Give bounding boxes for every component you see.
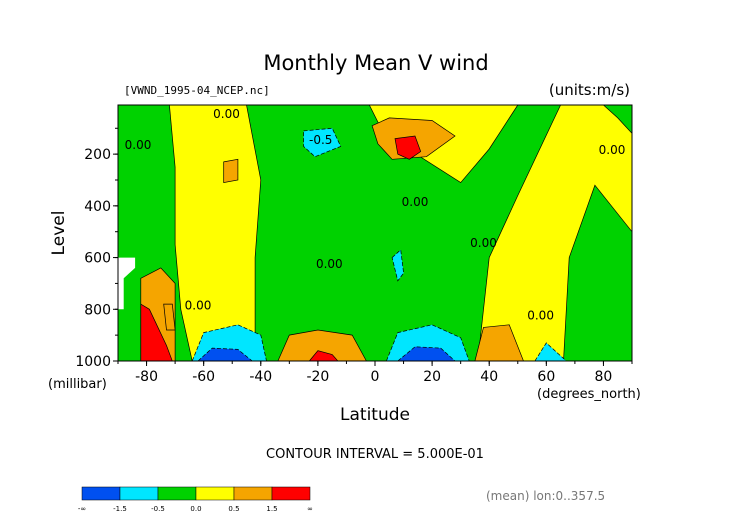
x-tick-label-7: 60	[537, 369, 555, 385]
legend-swatch-2	[157, 486, 197, 501]
legend-swatch-4	[233, 486, 273, 501]
x-axis-title: Latitude	[340, 405, 410, 425]
x-tick-label-1: -60	[192, 369, 215, 385]
x-tick-label-2: -40	[249, 369, 272, 385]
units-label: (units:m/s)	[549, 81, 630, 99]
contour-label-2: 0.00	[402, 195, 429, 209]
legend-swatch-3	[195, 486, 235, 501]
legend-tick-label-0: -∞	[78, 505, 86, 513]
legend-swatch-5	[271, 486, 311, 501]
color-legend: -∞ -1.5 -0.5 0.0 0.5 1.5 ∞	[78, 486, 313, 513]
contour-label-5: 0.00	[185, 298, 212, 312]
y-axis-title: Level	[49, 211, 69, 256]
contour-region-positive-12	[394, 135, 422, 160]
contour-labels: 0.00 0.00 0.00 0.00 0.00 0.00 0.00 0.00 -0.5	[125, 107, 626, 323]
contour-interval-note: CONTOUR INTERVAL = 5.000E-01	[266, 447, 484, 462]
legend-swatch-1	[119, 486, 159, 501]
x-tick-label-3: -20	[306, 369, 329, 385]
legend-swatch-0	[81, 486, 121, 501]
contour-fill-regions	[117, 104, 633, 362]
y-tick-label-3: 800	[84, 302, 111, 318]
mean-lon-note: (mean) lon:0..357.5	[486, 489, 605, 503]
legend-tick-label-6: ∞	[307, 505, 313, 513]
plot-area: 0.00 0.00 0.00 0.00 0.00 0.00 0.00 0.00 -0.5	[117, 104, 633, 362]
y-tick-label-0: 200	[84, 147, 111, 163]
contour-region-negative-4	[303, 127, 342, 158]
legend-tick-label-1: -1.5	[113, 505, 127, 513]
contour-region-missing-20	[118, 257, 136, 310]
chart-title: Monthly Mean V wind	[263, 51, 488, 75]
contour-label-4: 0.00	[470, 236, 497, 250]
y-tick-label-2: 600	[84, 251, 111, 267]
y-axis: 200 400 600 800 1000	[75, 127, 118, 370]
y-tick-label-4: 1000	[75, 354, 111, 370]
x-tick-label-6: 40	[480, 369, 498, 385]
dataset-label: [VWND_1995-04_NCEP.nc]	[124, 84, 270, 97]
legend-tick-label-3: 0.0	[190, 505, 201, 513]
contour-label-7: 0.00	[599, 143, 626, 157]
contour-label-1: 0.00	[125, 138, 152, 152]
x-tick-label-8: 80	[595, 369, 613, 385]
contour-region-negative-8	[391, 249, 404, 282]
contour-label-0: 0.00	[213, 107, 240, 121]
contour-region-positive-13	[223, 158, 239, 184]
legend-tick-label-2: -0.5	[151, 505, 165, 513]
x-axis: -80 -60 -40 -20 0 20 40 60 80	[117, 361, 633, 385]
legend-tick-label-5: 1.5	[266, 505, 277, 513]
y-tick-label-1: 400	[84, 199, 111, 215]
contour-label-8: -0.5	[309, 133, 332, 147]
x-tick-label-4: 0	[371, 369, 380, 385]
x-unit-label: (degrees_north)	[537, 387, 641, 402]
x-tick-label-5: 20	[423, 369, 441, 385]
x-tick-label-0: -80	[135, 369, 158, 385]
legend-tick-label-4: 0.5	[228, 505, 239, 513]
contour-region-negative-7	[534, 342, 568, 362]
y-unit-label: (millibar)	[48, 377, 107, 392]
contour-label-3: 0.00	[316, 257, 343, 271]
contour-label-6: 0.00	[527, 309, 554, 323]
contour-region-positive-15	[163, 303, 176, 331]
